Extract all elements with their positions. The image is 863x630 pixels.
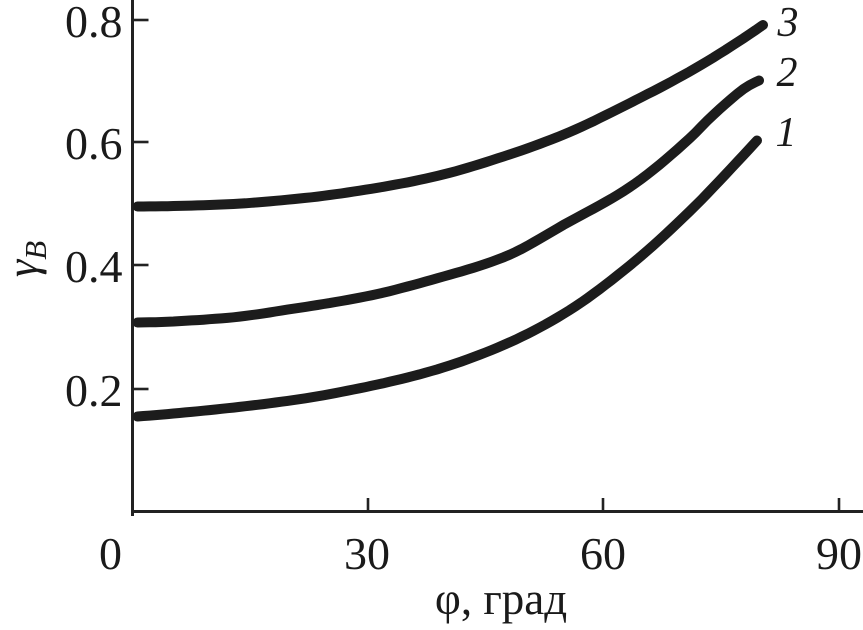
svg-text:0.4: 0.4	[65, 241, 123, 292]
svg-text:30: 30	[344, 528, 390, 579]
svg-text:1: 1	[776, 110, 797, 156]
svg-text:90: 90	[816, 528, 862, 579]
svg-text:3: 3	[777, 0, 799, 46]
svg-text:0.8: 0.8	[65, 0, 123, 47]
svg-text:φ, град: φ, град	[435, 574, 567, 624]
svg-text:0: 0	[99, 528, 122, 579]
svg-text:60: 60	[580, 528, 626, 579]
svg-text:0.2: 0.2	[65, 365, 123, 416]
svg-text:2: 2	[777, 50, 798, 96]
svg-text:0.6: 0.6	[65, 118, 123, 169]
